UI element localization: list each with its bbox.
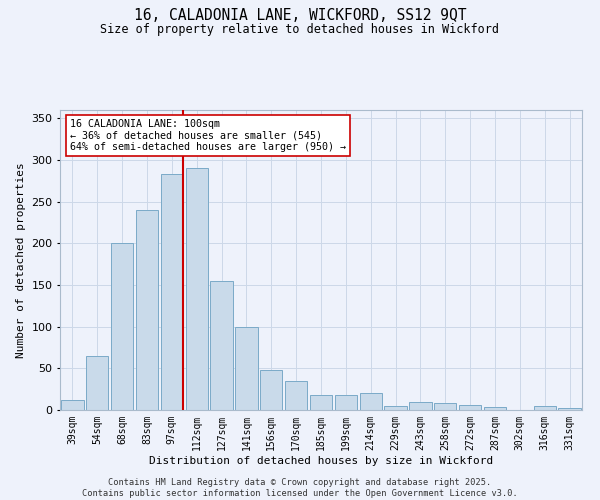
Bar	[235, 326, 257, 410]
Bar	[484, 406, 506, 410]
Text: 16 CALADONIA LANE: 100sqm
← 36% of detached houses are smaller (545)
64% of semi: 16 CALADONIA LANE: 100sqm ← 36% of detac…	[70, 119, 346, 152]
Bar	[385, 406, 407, 410]
Bar	[61, 400, 83, 410]
Bar	[211, 281, 233, 410]
Bar	[434, 404, 457, 410]
Bar	[136, 210, 158, 410]
Bar	[409, 402, 431, 410]
Text: Size of property relative to detached houses in Wickford: Size of property relative to detached ho…	[101, 22, 499, 36]
Bar	[161, 174, 183, 410]
Bar	[359, 394, 382, 410]
X-axis label: Distribution of detached houses by size in Wickford: Distribution of detached houses by size …	[149, 456, 493, 466]
Bar	[310, 395, 332, 410]
Text: 16, CALADONIA LANE, WICKFORD, SS12 9QT: 16, CALADONIA LANE, WICKFORD, SS12 9QT	[134, 8, 466, 22]
Y-axis label: Number of detached properties: Number of detached properties	[16, 162, 26, 358]
Bar	[185, 168, 208, 410]
Bar	[559, 408, 581, 410]
Bar	[86, 356, 109, 410]
Bar	[459, 405, 481, 410]
Bar	[285, 381, 307, 410]
Text: Contains HM Land Registry data © Crown copyright and database right 2025.
Contai: Contains HM Land Registry data © Crown c…	[82, 478, 518, 498]
Bar	[533, 406, 556, 410]
Bar	[260, 370, 283, 410]
Bar	[335, 395, 357, 410]
Bar	[111, 244, 133, 410]
